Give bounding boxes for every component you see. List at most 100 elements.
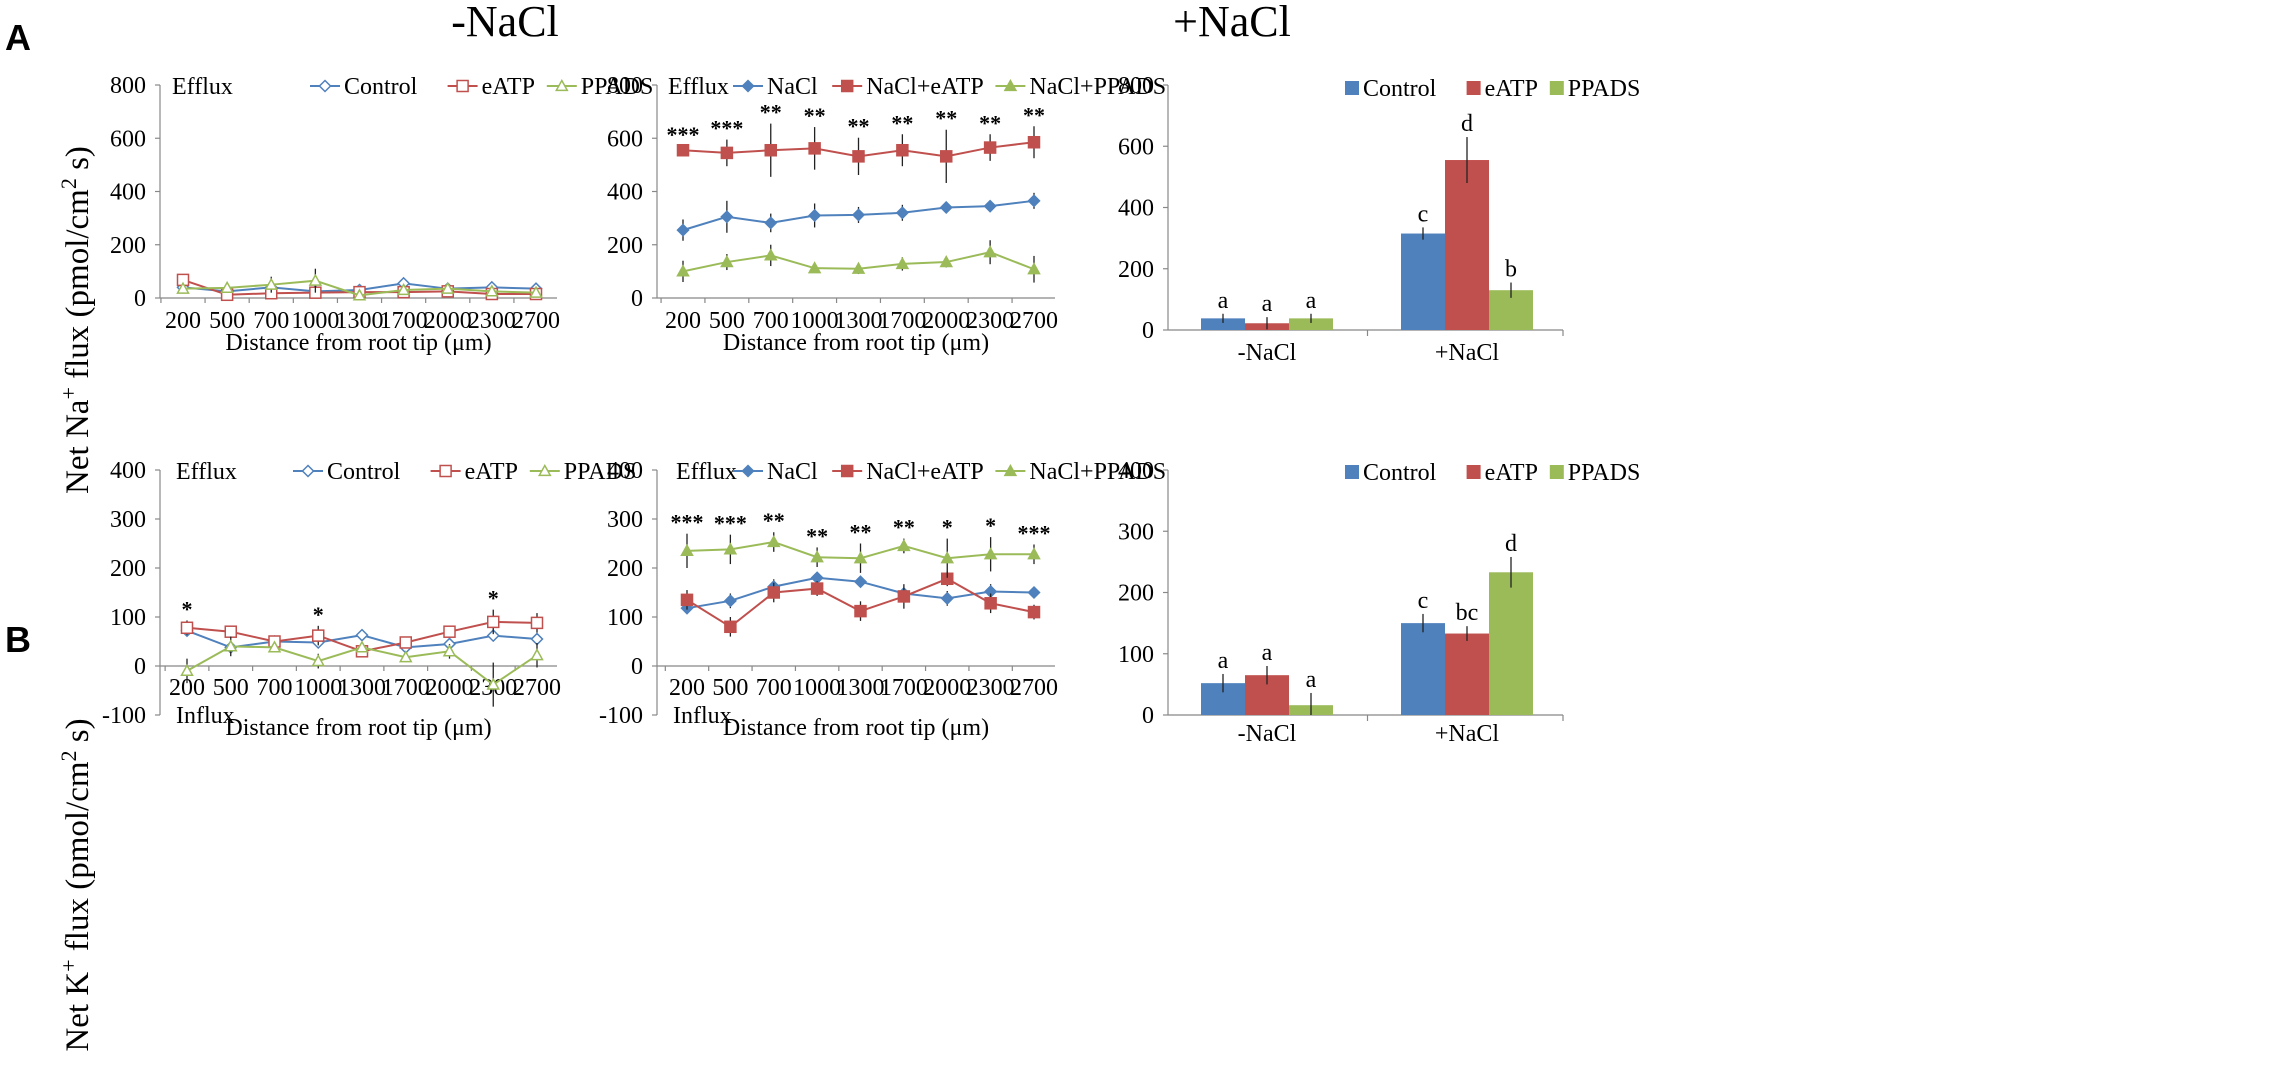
data-point (355, 640, 369, 653)
efflux-label: Efflux (176, 459, 237, 485)
legend-label: Control (344, 74, 418, 100)
data-point (676, 264, 690, 277)
x-tick-label: 500 (209, 308, 245, 334)
significance-letter: a (1262, 291, 1273, 317)
x-tick-label: 2300 (967, 675, 1015, 701)
x-category-label: -NaCl (1238, 340, 1297, 366)
legend-label: eATP (1485, 76, 1538, 102)
legend-item: PPADS (529, 459, 636, 485)
significance-mark: * (985, 513, 996, 538)
significance-mark: ** (806, 523, 828, 548)
significance-mark: * (488, 586, 499, 611)
series-nacl (676, 192, 1041, 241)
data-point (530, 616, 544, 630)
y-axis-label-k-sup1: + (56, 959, 81, 971)
legend-item: NaCl+eATP (832, 74, 984, 100)
data-point (810, 550, 824, 563)
significance-letter: a (1218, 648, 1229, 674)
significance-mark: *** (1018, 520, 1051, 545)
significance-letter: a (1218, 288, 1229, 314)
legend-marker (741, 464, 755, 478)
data-point (810, 582, 824, 595)
data-point (853, 575, 868, 589)
x-tick-label: 2700 (512, 308, 560, 334)
x-axis-title: Distance from root tip (μm) (225, 330, 491, 356)
data-point (853, 551, 868, 564)
x-tick-label: 1000 (291, 308, 339, 334)
y-axis-label-na-mid: flux (pmol/cm (60, 189, 96, 387)
legend-label: eATP (465, 459, 518, 485)
legend-item: eATP (430, 459, 518, 485)
data-point (720, 146, 734, 160)
bar (1401, 233, 1445, 330)
chart-b3: 0 100 200 300 400 -NaCl a a a +NaCl c bc d Control eAT… (1118, 458, 1640, 747)
y-tick-label: 200 (110, 233, 146, 259)
data-point (676, 143, 690, 157)
y-tick-label: 0 (631, 286, 643, 312)
legend-swatch (1549, 465, 1564, 479)
data-point (1027, 547, 1041, 560)
data-point (485, 284, 499, 297)
legend-swatch (1466, 81, 1481, 95)
y-axis-label-k: Net K+ flux (pmol/cm2 s) (56, 718, 97, 1051)
y-tick-label: 400 (110, 180, 146, 206)
bar (1289, 318, 1333, 330)
legend-label: PPADS (1568, 76, 1641, 102)
y-tick-label: 800 (110, 73, 146, 99)
legend-marker (840, 79, 854, 93)
legend-item: eATP (1466, 460, 1538, 486)
data-point (308, 273, 323, 286)
significance-mark: * (313, 602, 324, 627)
chart-a3: 0 200 400 600 800 -NaCl a a a +NaCl c d b Control eATP… (1118, 73, 1640, 366)
x-tick-label: 200 (665, 308, 701, 334)
data-point (895, 256, 910, 270)
data-point (807, 261, 822, 274)
data-point (895, 206, 909, 220)
data-point (720, 210, 734, 224)
y-tick-label: 400 (607, 180, 643, 206)
x-tick-label: 1700 (880, 675, 928, 701)
significance-letter: d (1461, 111, 1473, 137)
x-tick-label: 2700 (1010, 308, 1058, 334)
legend-item: eATP (447, 74, 535, 100)
y-tick-label: 200 (607, 556, 643, 582)
significance-mark: *** (671, 510, 704, 535)
y-tick-label: 600 (110, 126, 146, 152)
data-point (176, 281, 190, 294)
legend-label: Control (1363, 460, 1437, 486)
significance-letter: bc (1456, 600, 1479, 626)
x-tick-label: 1700 (380, 308, 428, 334)
data-point (808, 208, 822, 223)
column-title-minus-nacl: -NaCl (451, 0, 559, 46)
significance-mark: ** (935, 106, 957, 131)
data-point (676, 223, 690, 237)
data-point (983, 141, 997, 154)
y-tick-label: 200 (607, 233, 643, 259)
data-point (852, 150, 865, 163)
y-tick-label: -100 (102, 703, 146, 729)
data-point (223, 639, 238, 652)
significance-mark: ** (891, 110, 913, 135)
legend-label: PPADS (581, 74, 654, 100)
significance-letter: c (1418, 201, 1429, 227)
significance-mark: *** (667, 122, 700, 147)
y-tick-label: 200 (1118, 581, 1154, 607)
y-tick-label: -100 (599, 703, 643, 729)
panel-label-a: A (5, 17, 31, 58)
significance-mark: * (182, 596, 193, 621)
y-tick-label: 400 (1118, 196, 1154, 222)
y-tick-label: 400 (1118, 458, 1154, 484)
legend-item: NaCl+PPADS (995, 459, 1166, 485)
bar (1401, 623, 1445, 715)
significance-mark: *** (710, 116, 743, 141)
significance-mark: ** (760, 100, 782, 125)
data-point (442, 644, 457, 657)
data-point (396, 282, 411, 296)
y-tick-label: 100 (1118, 642, 1154, 668)
data-point (529, 285, 543, 298)
y-tick-label: 0 (631, 654, 643, 680)
y-axis-label-k-sup2: 2 (56, 750, 81, 761)
legend-marker (555, 78, 569, 92)
